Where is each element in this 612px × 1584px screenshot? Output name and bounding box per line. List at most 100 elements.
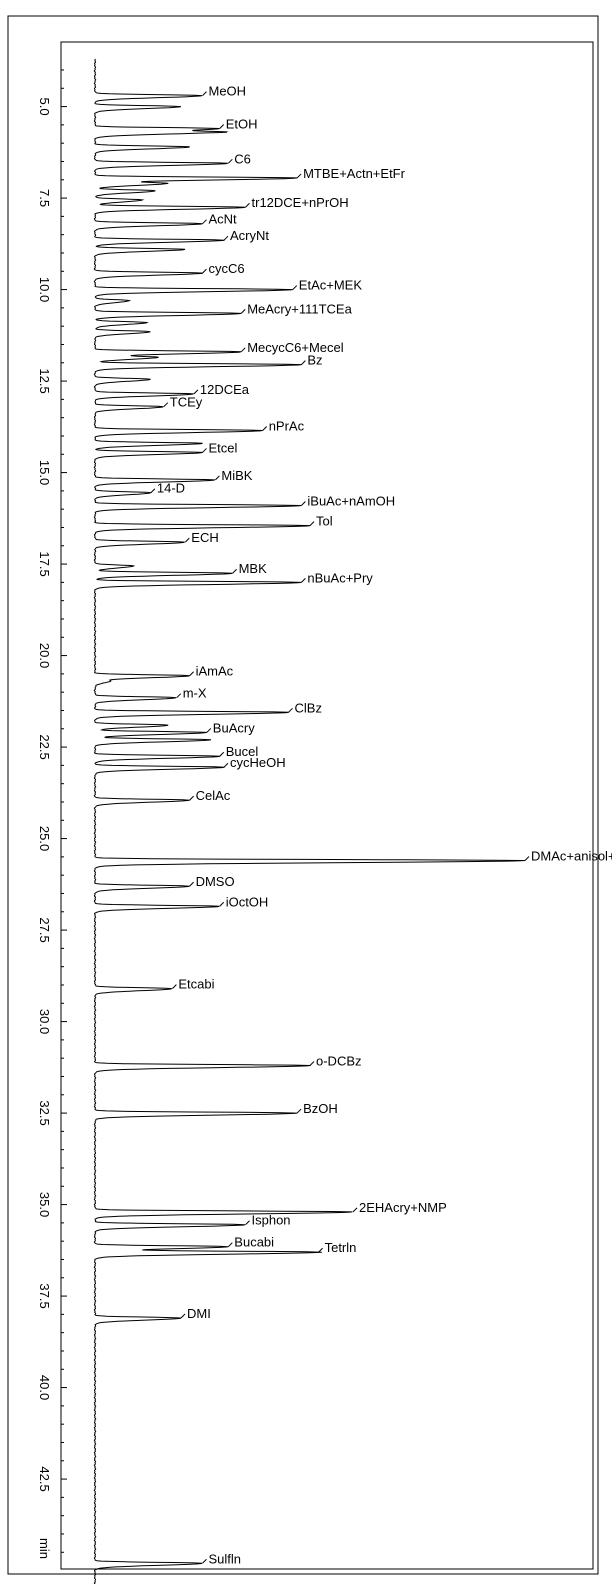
peak-leader — [232, 568, 237, 574]
axis-unit-label: min — [37, 1538, 52, 1559]
peak-leader — [219, 751, 225, 757]
peak-label: AcryNt — [230, 228, 269, 243]
tick-label: 42.5 — [37, 1466, 52, 1491]
peak-label: ECH — [191, 530, 218, 545]
tick-label: 25.0 — [37, 826, 52, 851]
peak-label: iBuAc+nAmOH — [307, 494, 395, 509]
peak-leader — [189, 671, 194, 677]
peak-leader — [176, 693, 182, 699]
peak-leader — [189, 881, 194, 887]
peak-leader — [301, 360, 306, 365]
peak-label: ClBz — [295, 700, 322, 715]
peak-leader — [301, 501, 306, 506]
peak-leader — [189, 795, 194, 801]
peak-label: o-DCBz — [316, 1054, 362, 1069]
peak-label: Bucel — [226, 744, 259, 759]
peak-leader — [202, 91, 207, 96]
time-axis-labels: 5.0 7.5 10.0 12.5 15.0 17.5 20.0 22.5 25.0 27.5 30… — [37, 98, 52, 1492]
peak-label: Tetrln — [325, 1240, 357, 1255]
peak-label: CelAc — [196, 788, 231, 803]
tick-label: 10.0 — [37, 277, 52, 302]
peak-label: C6 — [234, 151, 251, 166]
peak-label: MeAcry+111TCEa — [247, 301, 352, 316]
peak-leader — [223, 235, 229, 241]
peak-leader — [202, 268, 207, 274]
peak-leader — [296, 173, 302, 179]
tick-label: 32.5 — [37, 1100, 52, 1125]
peak-label: Sulfln — [209, 1551, 242, 1566]
peak-leader — [202, 448, 207, 453]
peak-leader — [150, 488, 156, 494]
peak-label: DMSO — [196, 874, 235, 889]
peak-label: Etcel — [209, 440, 238, 455]
outer-frame — [7, 15, 599, 1575]
peak-label: DMAc+anisol+chxon — [531, 849, 612, 864]
peak-leader — [296, 1108, 302, 1114]
peak-leader — [172, 984, 177, 989]
peak-leader — [262, 426, 268, 431]
tick-label: 35.0 — [37, 1192, 52, 1217]
peak-label: tr12DCE+nPrOH — [252, 195, 349, 210]
tick-label: 40.0 — [37, 1375, 52, 1400]
peak-label: cycHeOH — [230, 755, 286, 770]
peak-leader — [163, 402, 169, 408]
peak-leader — [309, 521, 315, 527]
peak-label: MiBK — [221, 468, 252, 483]
peak-label: DMI — [187, 1306, 211, 1321]
tick-label: 17.5 — [37, 551, 52, 576]
peak-label: MTBE+Actn+EtFr — [303, 166, 406, 181]
peak-leader — [524, 856, 530, 861]
peak-label: Bz — [307, 353, 322, 368]
peak-label: nBuAc+Pry — [307, 570, 373, 585]
tick-label: 5.0 — [37, 98, 52, 116]
peak-label: MecycC6+Mecel — [247, 340, 344, 355]
peak-leader — [202, 219, 207, 225]
peak-label: nPrAc — [269, 418, 305, 433]
tick-label: 12.5 — [37, 368, 52, 393]
peak-leader — [227, 158, 233, 164]
peak-leader — [219, 901, 225, 907]
peak-leader — [219, 124, 225, 129]
peak-label: AcNt — [209, 212, 238, 227]
peak-label: EtAc+MEK — [299, 278, 363, 293]
peak-leader — [193, 389, 199, 395]
peak-label: TCEy — [170, 395, 203, 410]
tick-label: 20.0 — [37, 643, 52, 668]
peak-leader — [240, 309, 246, 314]
peak-label: 14-D — [157, 481, 185, 496]
peak-leader — [292, 285, 298, 290]
tick-label: 30.0 — [37, 1009, 52, 1034]
peak-label: BuAcry — [213, 720, 255, 735]
peak-label: EtOH — [226, 117, 258, 132]
peak-label: iOctOH — [226, 894, 269, 909]
peak-leader — [223, 762, 229, 768]
peak-label: MBK — [239, 561, 268, 576]
peak-leader — [245, 202, 250, 208]
peak-label: cycC6 — [209, 261, 245, 276]
peak-label: 12DCEa — [200, 382, 250, 397]
peak-label: m-X — [183, 686, 207, 701]
peak-leader — [202, 1558, 207, 1564]
tick-label: 22.5 — [37, 734, 52, 759]
peak-label: Bucabi — [234, 1235, 274, 1250]
chromatogram-trace — [93, 58, 526, 1584]
peak-label: Tol — [316, 514, 333, 529]
peak-labels: MeOH EtOH C6 MTBE+Actn+EtFr tr12DCE+nPrOH AcN… — [150, 84, 612, 1566]
peak-leader — [240, 347, 246, 353]
peak-label: Etcabi — [178, 977, 214, 992]
peak-leader — [352, 1207, 358, 1213]
plot-frame — [60, 41, 594, 1570]
tick-label: 27.5 — [37, 917, 52, 942]
peak-label: iAmAc — [196, 664, 234, 679]
tick-label: 15.0 — [37, 460, 52, 485]
peak-leader — [288, 707, 293, 713]
peak-leader — [215, 475, 220, 481]
peak-leader — [206, 728, 212, 733]
peak-leader — [227, 1242, 233, 1248]
peak-label: 2EHAcry+NMP — [359, 1200, 447, 1215]
peak-leader — [301, 578, 306, 583]
peak-leader — [309, 1061, 315, 1066]
time-axis — [61, 69, 67, 1553]
tick-label: 7.5 — [37, 189, 52, 207]
